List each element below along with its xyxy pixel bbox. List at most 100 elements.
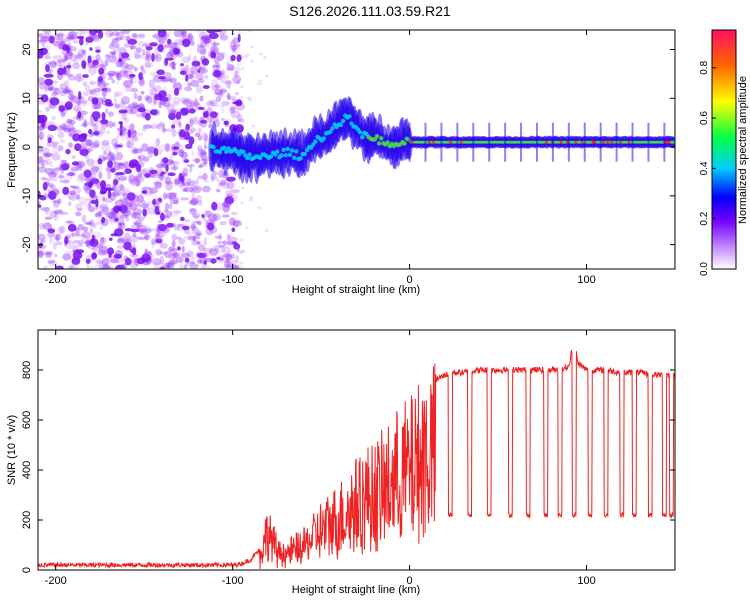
noise-point bbox=[167, 172, 176, 177]
noise-point bbox=[133, 92, 138, 100]
track-core bbox=[247, 152, 252, 157]
noise-point bbox=[113, 189, 122, 197]
noise-point bbox=[173, 179, 184, 185]
noise-point bbox=[47, 83, 54, 92]
noise-point bbox=[99, 180, 107, 189]
track-core bbox=[376, 141, 382, 146]
noise-point bbox=[126, 189, 131, 194]
noise-point bbox=[231, 227, 236, 233]
noise-point bbox=[166, 158, 174, 163]
noise-point bbox=[55, 233, 60, 242]
noise-point bbox=[98, 67, 105, 75]
noise-point bbox=[123, 70, 128, 76]
noise-point bbox=[72, 40, 79, 44]
noise-point bbox=[195, 233, 201, 240]
noise-point bbox=[78, 162, 83, 171]
noise-point bbox=[186, 180, 196, 187]
noise-point bbox=[69, 190, 77, 196]
noise-point bbox=[56, 125, 65, 131]
noise-point bbox=[181, 225, 190, 231]
noise-point bbox=[84, 176, 91, 183]
noise-point bbox=[226, 181, 235, 190]
noise-point bbox=[89, 227, 93, 234]
noise-point bbox=[40, 154, 49, 163]
track-core bbox=[374, 134, 380, 139]
noise-point bbox=[258, 52, 263, 56]
noise-point bbox=[120, 162, 125, 166]
noise-point bbox=[142, 208, 147, 217]
snr-xtick-label: 100 bbox=[577, 575, 595, 587]
noise-point bbox=[212, 45, 218, 54]
noise-point bbox=[223, 200, 232, 208]
noise-point bbox=[49, 160, 54, 168]
noise-point bbox=[199, 41, 207, 48]
noise-point bbox=[168, 109, 177, 115]
noise-point bbox=[78, 172, 88, 181]
noise-point bbox=[137, 228, 148, 232]
noise-point bbox=[89, 172, 97, 179]
noise-point bbox=[63, 180, 71, 184]
track-core bbox=[283, 153, 288, 158]
noise-point bbox=[151, 53, 155, 62]
noise-point bbox=[135, 179, 140, 187]
noise-point bbox=[116, 183, 125, 191]
noise-point bbox=[121, 112, 128, 121]
noise-point bbox=[38, 166, 47, 173]
track-core bbox=[289, 148, 295, 153]
noise-point bbox=[209, 35, 216, 40]
noise-point bbox=[190, 197, 199, 206]
noise-point bbox=[55, 265, 64, 269]
noise-point bbox=[71, 257, 81, 265]
noise-point bbox=[44, 167, 54, 175]
noise-point bbox=[137, 107, 146, 113]
noise-point bbox=[186, 75, 197, 79]
noise-point bbox=[156, 223, 162, 230]
noise-point bbox=[240, 67, 245, 70]
noise-point bbox=[86, 158, 95, 167]
noise-point bbox=[119, 35, 129, 41]
noise-point bbox=[90, 131, 96, 136]
noise-point bbox=[102, 156, 108, 161]
noise-point bbox=[62, 186, 70, 196]
noise-point bbox=[197, 148, 207, 158]
noise-point bbox=[45, 64, 50, 73]
noise-point bbox=[149, 187, 159, 194]
noise-point bbox=[190, 65, 199, 75]
noise-point bbox=[264, 74, 269, 78]
noise-point bbox=[111, 31, 120, 37]
noise-point bbox=[129, 44, 137, 50]
snr-series-line bbox=[38, 349, 675, 570]
noise-point bbox=[51, 200, 60, 204]
noise-point bbox=[117, 238, 123, 244]
noise-point bbox=[62, 253, 72, 261]
noise-point bbox=[67, 75, 77, 81]
noise-point bbox=[114, 91, 123, 96]
noise-point bbox=[110, 51, 116, 55]
noise-point bbox=[77, 52, 87, 62]
noise-point bbox=[119, 222, 126, 230]
noise-point bbox=[201, 265, 211, 269]
noise-point bbox=[172, 96, 181, 104]
noise-point bbox=[129, 196, 134, 204]
noise-point bbox=[89, 33, 97, 38]
snr-frame bbox=[37, 329, 676, 571]
noise-point bbox=[152, 51, 159, 57]
noise-point bbox=[170, 160, 175, 165]
noise-point bbox=[164, 174, 169, 183]
noise-point bbox=[107, 160, 113, 168]
noise-point bbox=[195, 230, 200, 234]
noise-point bbox=[74, 233, 79, 239]
noise-point bbox=[145, 46, 153, 51]
noise-point bbox=[223, 120, 229, 126]
noise-point bbox=[115, 104, 120, 108]
noise-point bbox=[105, 211, 115, 219]
noise-point bbox=[130, 130, 137, 134]
noise-point bbox=[99, 264, 110, 269]
noise-point bbox=[230, 193, 239, 202]
noise-point bbox=[218, 254, 223, 264]
noise-point bbox=[113, 172, 122, 176]
noise-point bbox=[188, 108, 196, 114]
noise-point bbox=[130, 211, 141, 220]
noise-point bbox=[64, 80, 70, 85]
noise-point bbox=[138, 33, 146, 38]
